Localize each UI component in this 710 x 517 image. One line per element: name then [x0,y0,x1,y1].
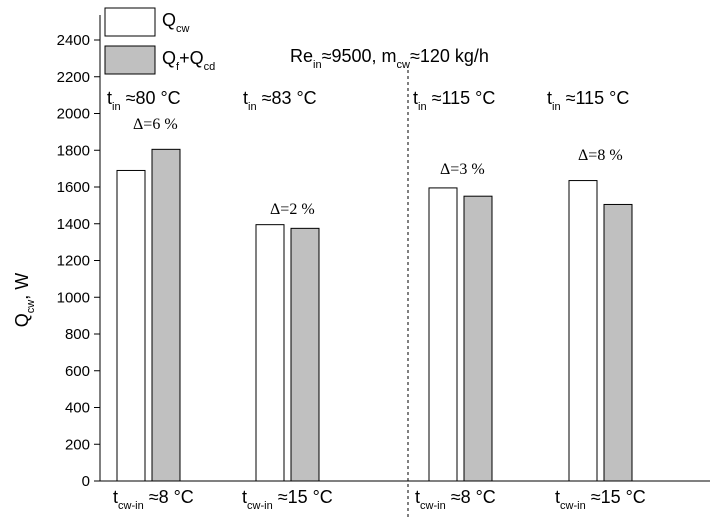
text-part: Q [162,48,176,68]
text-part: in [552,101,561,113]
group-label: tin ≈80 °C [107,88,181,113]
text-part: in [248,101,257,113]
text-part: cw [397,59,411,71]
text-part: cw-in [420,500,446,512]
delta-label: Δ=3 % [440,161,485,178]
bar [603,203,633,482]
y-tick-label: 600 [65,363,90,380]
text-part: Re [290,46,313,66]
y-tick-label: 2400 [57,32,90,49]
x-tick-label: tcw-in ≈15 °C [555,487,646,512]
y-tick-label: 2000 [57,106,90,123]
delta-label: Δ=6 % [133,116,178,133]
text-part: cw [176,23,190,35]
text-part: ≈9500, m [322,46,397,66]
text-part: in [313,59,322,71]
x-tick-label: tcw-in ≈8 °C [113,487,194,512]
text-part: Q [12,313,32,327]
text-part: ≈115 °C [561,88,630,108]
bar [568,180,598,482]
y-tick-label: 800 [65,326,90,343]
text-part: cw-in [247,500,273,512]
text-part: t [242,487,247,507]
group-label: tin ≈115 °C [547,88,629,113]
text-part: ≈15 °C [273,487,333,507]
text-part: t [547,88,552,108]
bar [463,195,493,482]
legend-swatch [104,45,156,75]
y-tick-label: 1600 [57,179,90,196]
text-part: t [113,487,118,507]
text-part: ≈120 kg/h [410,46,489,66]
y-tick-label: 1200 [57,253,90,270]
text-part: in [112,101,121,113]
y-tick-label: 1000 [57,289,90,306]
text-part: , W [12,273,32,300]
text-part: ≈8 °C [144,487,194,507]
bar [151,148,181,482]
y-tick-label: 0 [82,473,90,490]
text-part: t [415,487,420,507]
text-part: ≈83 °C [257,88,317,108]
y-tick-label: 200 [65,436,90,453]
group-label: tin ≈115 °C [413,88,495,113]
text-part: t [413,88,418,108]
text-part: t [555,487,560,507]
x-tick-label: tcw-in ≈8 °C [415,487,496,512]
text-part: cw [25,300,37,314]
text-part: ≈80 °C [121,88,181,108]
bar [290,227,320,482]
y-tick-label: 1800 [57,142,90,159]
text-part: cd [204,61,216,73]
text-part: ≈8 °C [446,487,496,507]
legend-swatch [104,7,156,37]
text-part: cw-in [560,500,586,512]
text-part: t [243,88,248,108]
text-part: Q [162,10,176,30]
y-axis-label: Qcw, W [12,273,37,327]
y-tick-label: 2200 [57,69,90,86]
text-part: f [176,61,180,73]
y-tick-label: 400 [65,400,90,417]
text-part: t [107,88,112,108]
text-part: +Q [179,48,204,68]
y-tick-label: 1400 [57,216,90,233]
bar [255,224,285,482]
legend-label: Qcw [162,10,190,35]
legend-label: Qf+Qcd [162,48,215,73]
text-part: cw-in [118,500,144,512]
group-label: tin ≈83 °C [243,88,317,113]
text-part: ≈115 °C [427,88,496,108]
delta-label: Δ=2 % [270,201,315,218]
x-tick-label: tcw-in ≈15 °C [242,487,333,512]
bar [428,187,458,482]
text-part: ≈15 °C [586,487,646,507]
delta-label: Δ=8 % [578,147,623,164]
bar [116,169,146,482]
text-part: in [418,101,427,113]
annotation: Rein≈9500, mcw≈120 kg/h [290,46,489,71]
